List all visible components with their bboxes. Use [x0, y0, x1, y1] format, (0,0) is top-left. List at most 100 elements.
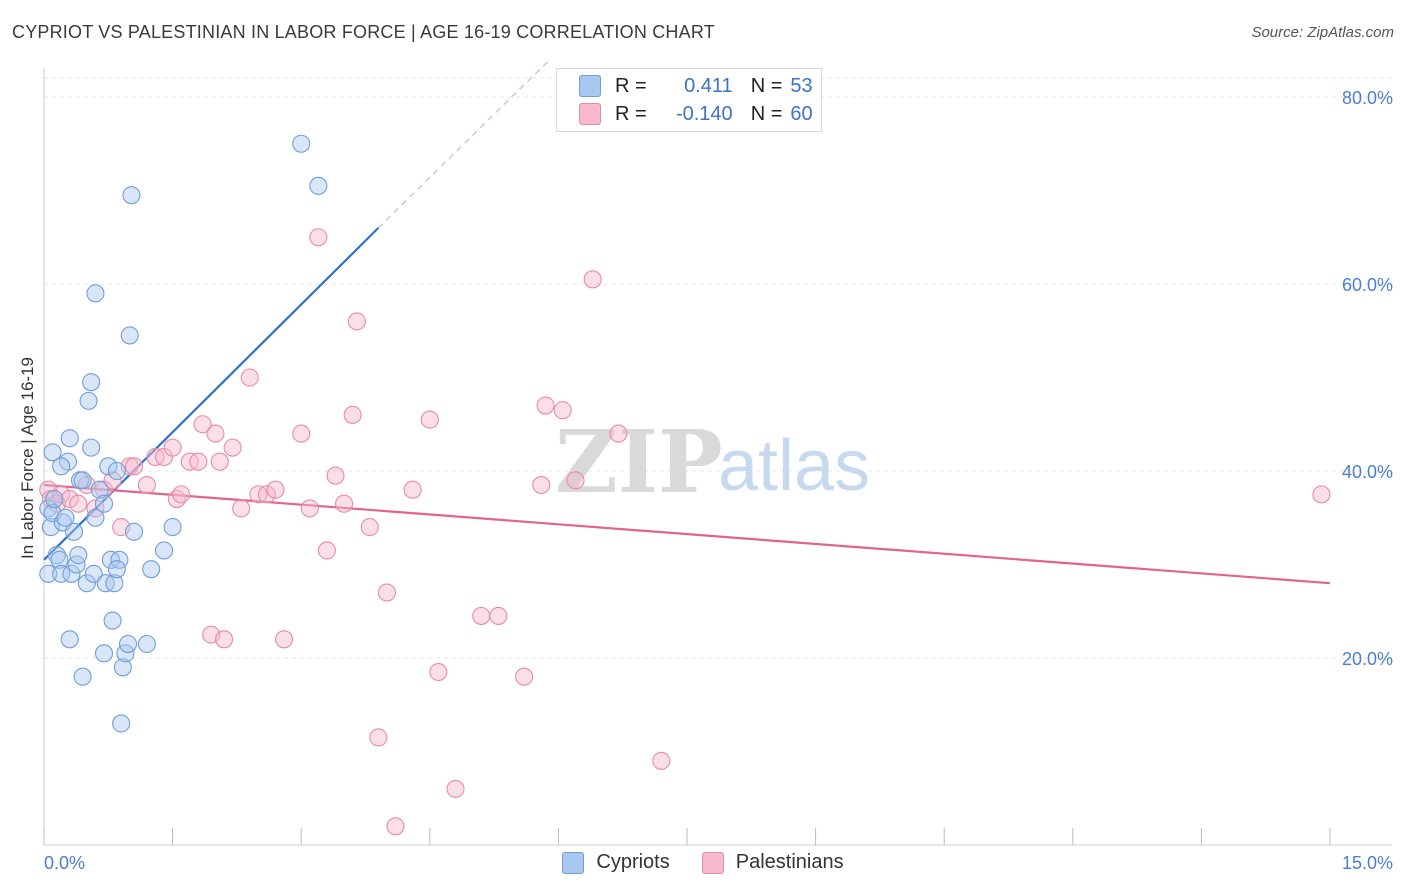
point-cypriots [73, 667, 92, 686]
point-palestinians [403, 480, 422, 499]
y-axis-label: In Labor Force | Age 16-19 [18, 357, 37, 559]
data-points [39, 134, 1331, 836]
point-cypriots [124, 522, 144, 541]
point-palestinians [360, 518, 379, 537]
x-tick-label-min: 0.0% [44, 853, 85, 873]
legend-label-cypriots: Cypriots [596, 851, 670, 873]
point-palestinians [420, 410, 439, 429]
point-cypriots [86, 508, 105, 527]
point-cypriots [84, 564, 103, 583]
point-palestinians [309, 228, 328, 247]
legend-r-label: R = [615, 102, 647, 125]
point-palestinians [386, 817, 405, 836]
point-cypriots [105, 574, 124, 593]
chart-title: CYPRIOT VS PALESTINIAN IN LABOR FORCE | … [12, 22, 715, 42]
point-palestinians [193, 415, 212, 434]
point-cypriots [64, 522, 84, 541]
point-cypriots [43, 443, 62, 462]
point-cypriots [94, 644, 114, 663]
point-cypriots [107, 461, 126, 481]
point-palestinians [266, 480, 285, 499]
grid-lines [44, 77, 1392, 659]
point-palestinians [240, 368, 259, 387]
point-cypriots [77, 574, 96, 593]
legend-r-value-palestinians: -0.140 [675, 102, 733, 125]
point-cypriots [82, 373, 101, 392]
point-palestinians [347, 312, 366, 331]
point-palestinians [232, 499, 251, 518]
point-palestinians [137, 475, 156, 495]
point-palestinians [472, 606, 491, 625]
point-cypriots [79, 391, 98, 410]
legend-r-value-cypriots: 0.411 [684, 74, 733, 97]
point-cypriots [94, 494, 114, 513]
trend-lines [43, 59, 1331, 585]
point-palestinians [86, 499, 105, 518]
legend-row-cypriots: R = 0.411 N = 53 [579, 73, 813, 99]
point-cypriots [142, 560, 161, 579]
legend-n-value-palestinians: 60 [790, 102, 813, 125]
point-cypriots [73, 471, 92, 490]
point-palestinians [446, 779, 465, 798]
legend-n-label: N = [750, 74, 783, 97]
point-cypriots [41, 518, 60, 537]
point-palestinians [369, 728, 388, 747]
point-palestinians [210, 452, 229, 471]
point-palestinians [214, 630, 234, 649]
point-cypriots [47, 546, 66, 565]
legend-r-label: R = [615, 74, 647, 97]
trend-line-palestinians [43, 483, 1331, 585]
source-credit: Source: ZipAtlas.com [1251, 24, 1394, 41]
point-cypriots [56, 508, 75, 527]
point-cypriots [103, 611, 122, 630]
point-palestinians [317, 541, 336, 560]
point-palestinians [489, 606, 508, 625]
point-cypriots [99, 457, 118, 476]
legend-item-palestinians[interactable]: Palestinians [701, 851, 844, 874]
point-palestinians [292, 424, 311, 443]
point-cypriots [113, 658, 132, 677]
point-cypriots [107, 560, 126, 579]
legend-swatch-palestinians [701, 851, 724, 874]
point-cypriots [137, 634, 156, 654]
point-palestinians [163, 438, 182, 457]
point-palestinians [275, 630, 294, 649]
y-tick-label: 40.0% [1342, 462, 1393, 482]
point-palestinians [189, 452, 208, 471]
point-cypriots [154, 541, 174, 560]
point-palestinians [103, 471, 122, 490]
point-palestinians [335, 494, 354, 513]
point-cypriots [62, 564, 81, 583]
point-cypriots [50, 550, 69, 569]
point-palestinians [536, 396, 555, 415]
correlation-legend: R = 0.411 N = 53 R = -0.140 N = 60 [556, 68, 822, 132]
legend-swatch-palestinians [579, 103, 601, 125]
point-palestinians [124, 457, 144, 476]
point-palestinians [377, 583, 396, 602]
legend-swatch-cypriots [562, 851, 585, 874]
point-cypriots [52, 457, 71, 476]
point-cypriots [120, 326, 139, 345]
point-palestinians [343, 405, 362, 424]
legend-item-cypriots[interactable]: Cypriots [562, 851, 670, 874]
point-palestinians [300, 499, 319, 518]
point-cypriots [163, 518, 182, 537]
point-cypriots [112, 714, 131, 733]
point-palestinians [69, 494, 88, 513]
point-palestinians [652, 751, 671, 770]
point-cypriots [69, 546, 88, 565]
x-tick-label-max: 15.0% [1342, 853, 1393, 873]
point-cypriots [39, 564, 58, 583]
point-palestinians [515, 667, 534, 686]
y-tick-label: 80.0% [1342, 88, 1393, 108]
point-cypriots [60, 630, 79, 649]
point-cypriots [309, 176, 328, 195]
tick-labels: 20.0% 40.0% 60.0% 80.0% 0.0% 15.0% [44, 88, 1393, 873]
point-palestinians [206, 424, 225, 443]
trend-extension-cypriots [377, 59, 551, 229]
series-legend: Cypriots Palestinians [0, 851, 1406, 874]
point-cypriots [67, 555, 86, 574]
legend-row-palestinians: R = -0.140 N = 60 [579, 101, 813, 127]
